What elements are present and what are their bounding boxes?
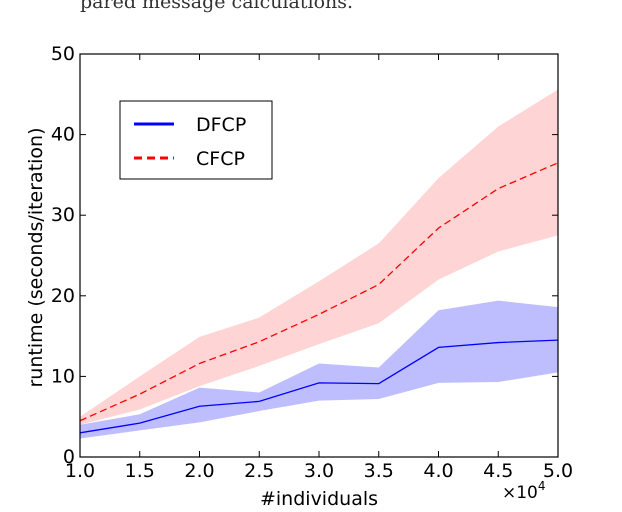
confidence-bands [80,89,558,439]
x-tick-label: 5.0 [543,460,573,482]
caption-fragment: pared message calculations. [80,0,354,13]
legend-label-dfcp: DFCP [196,114,246,136]
y-tick-label: 30 [51,204,75,226]
x-tick-label: 2.0 [184,460,214,482]
legend-label-cfcp: CFCP [196,148,245,170]
x-tick-label: 1.0 [65,460,95,482]
x-tick-label: 3.0 [304,460,334,482]
y-tick-label: 10 [51,365,75,387]
x-tick-label: 3.5 [364,460,394,482]
x-tick-label: 2.5 [244,460,274,482]
x-tick-label: 4.5 [483,460,513,482]
legend: DFCP CFCP [119,100,273,180]
y-axis-label: runtime (seconds/iteration) [25,127,47,387]
series-lines [79,162,559,434]
y-tick-label: 40 [51,124,75,146]
y-tick-label: 0 [63,446,75,468]
band-cfcp [80,89,558,425]
x-axis-multiplier-base: ×10 [502,483,538,503]
band-dfcp [80,300,558,439]
axis-ticks: 1.0 1.5 2.0 2.5 3.0 3.5 4.0 4.5 5.0 0 10 20 30 40 50 [51,43,573,482]
y-tick-label: 20 [51,285,75,307]
series-line-dfcp [79,339,559,434]
y-tick-label: 50 [51,43,75,65]
x-tick-label: 1.5 [125,460,155,482]
x-tick-label: 4.0 [423,460,453,482]
x-axis-label: #individuals [260,488,378,510]
x-axis-multiplier-exponent: 4 [538,479,546,493]
legend-box [119,100,273,180]
x-axis-multiplier: ×104 [502,479,546,503]
